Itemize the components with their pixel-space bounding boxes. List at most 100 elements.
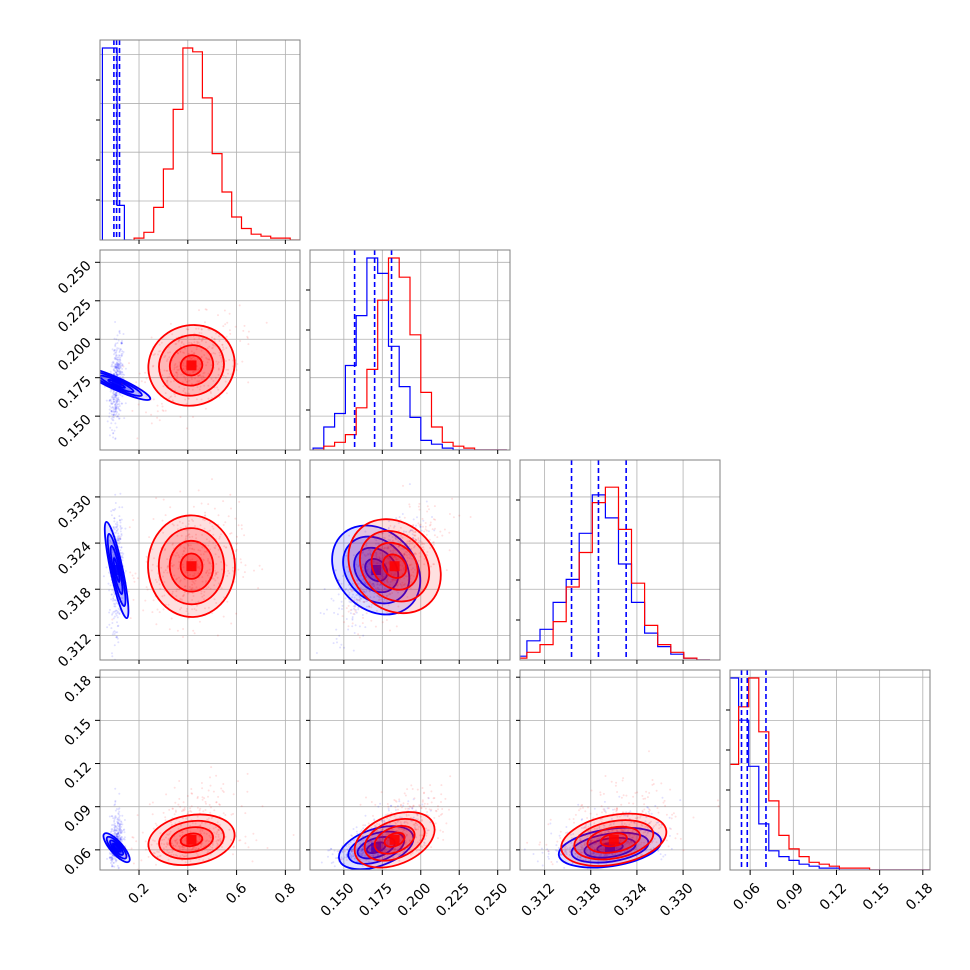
- sample-point: [429, 521, 432, 524]
- sample-point: [602, 842, 605, 844]
- sample-point: [186, 534, 189, 537]
- sample-point: [532, 853, 535, 855]
- sample-point: [199, 824, 201, 827]
- sample-point: [163, 549, 166, 552]
- sample-point: [546, 848, 549, 851]
- sample-point: [414, 822, 417, 825]
- sample-point: [112, 391, 115, 394]
- sample-point: [114, 833, 117, 836]
- sample-point: [549, 822, 552, 825]
- sample-point: [584, 851, 587, 854]
- sample-point: [116, 358, 119, 361]
- sample-point: [190, 792, 193, 795]
- sample-point: [205, 538, 208, 541]
- sample-point: [387, 547, 389, 550]
- sample-point: [216, 839, 219, 841]
- sample-point: [627, 840, 630, 843]
- sample-point: [384, 850, 387, 853]
- sample-point: [636, 791, 639, 794]
- sample-point: [198, 620, 201, 623]
- sample-point: [441, 812, 444, 815]
- sample-point: [118, 834, 121, 837]
- sample-point: [111, 856, 114, 859]
- sample-point: [111, 402, 114, 405]
- sample-point: [105, 566, 108, 569]
- sample-point: [397, 573, 400, 576]
- sample-point: [197, 600, 200, 603]
- sample-point: [115, 405, 118, 408]
- sample-point: [115, 833, 118, 835]
- sample-point: [382, 828, 385, 830]
- sample-point: [190, 342, 193, 344]
- sample-point: [156, 850, 159, 853]
- sample-point: [106, 857, 108, 860]
- sample-point: [538, 843, 541, 846]
- sample-point: [179, 805, 182, 808]
- sample-point: [378, 596, 381, 599]
- sample-point: [657, 811, 660, 814]
- sample-point: [108, 608, 111, 611]
- sample-point: [354, 610, 357, 613]
- sample-point: [112, 862, 115, 864]
- sample-point: [251, 860, 254, 863]
- sample-point: [117, 837, 120, 840]
- sample-point: [176, 524, 179, 527]
- sample-point: [614, 853, 617, 856]
- sample-point: [117, 539, 120, 542]
- sample-point: [178, 361, 181, 364]
- sample-point: [579, 856, 582, 859]
- sample-point: [198, 367, 201, 370]
- sample-point: [195, 537, 198, 540]
- sample-point: [448, 531, 451, 534]
- sample-point: [116, 523, 119, 526]
- sample-point: [613, 808, 616, 811]
- sample-point: [111, 858, 114, 861]
- sample-point: [173, 368, 176, 371]
- sample-point: [416, 813, 419, 816]
- sample-point: [351, 617, 354, 620]
- sample-point: [629, 810, 632, 813]
- sample-point: [354, 624, 357, 627]
- sample-point: [350, 850, 352, 852]
- sample-point: [175, 839, 178, 842]
- sample-point: [386, 546, 389, 549]
- sample-point: [175, 595, 178, 597]
- sample-point: [418, 849, 421, 852]
- sample-point: [584, 859, 587, 862]
- sample-point: [431, 528, 434, 531]
- sample-point: [214, 569, 216, 572]
- sample-point: [599, 793, 602, 796]
- sample-point: [108, 405, 111, 408]
- sample-point: [117, 537, 120, 540]
- sample-point: [118, 816, 121, 819]
- sample-point: [411, 529, 414, 532]
- sample-point: [349, 587, 352, 590]
- sample-point: [403, 590, 406, 593]
- sample-point: [114, 321, 117, 323]
- sample-point: [365, 554, 368, 557]
- sample-point: [403, 821, 406, 824]
- sample-point: [209, 587, 212, 590]
- sample-point: [112, 419, 115, 422]
- sample-point: [191, 592, 194, 594]
- sample-point: [202, 859, 205, 862]
- sample-point: [194, 579, 197, 582]
- sample-point: [399, 538, 402, 541]
- sample-point: [118, 825, 120, 828]
- sample-point: [182, 855, 185, 858]
- sample-point: [110, 422, 113, 425]
- sample-point: [116, 366, 119, 368]
- sample-point: [224, 521, 227, 524]
- sample-point: [362, 824, 365, 827]
- sample-point: [203, 594, 205, 597]
- sample-point: [117, 808, 120, 811]
- sample-point: [387, 809, 390, 812]
- sample-point: [152, 518, 155, 520]
- sample-point: [179, 855, 182, 858]
- histogram-blue: [520, 494, 710, 660]
- sample-point: [118, 364, 121, 367]
- sample-point: [388, 819, 391, 822]
- sample-point: [621, 822, 623, 825]
- sample-point: [423, 563, 426, 566]
- sample-point: [379, 571, 382, 574]
